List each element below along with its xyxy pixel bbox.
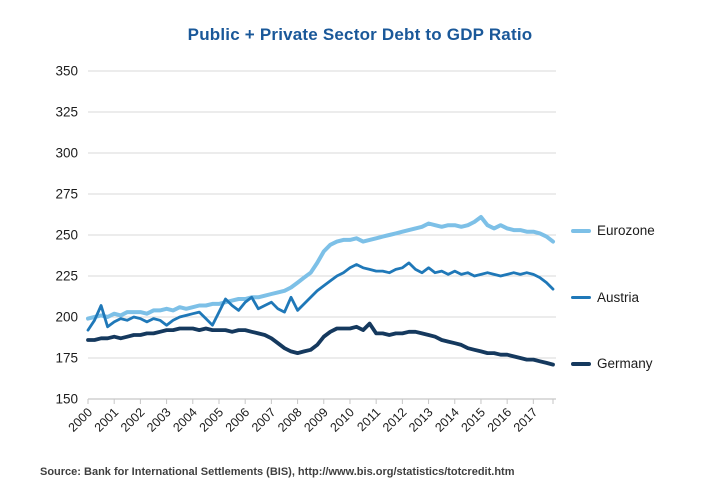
x-tick-label: 2004 [170, 405, 200, 435]
x-tick-label: 2012 [380, 405, 410, 435]
y-tick-label: 300 [55, 146, 78, 161]
y-tick-label: 275 [55, 187, 78, 202]
legend-label-austria: Austria [597, 290, 640, 305]
source-note: Source: Bank for International Settlemen… [40, 466, 515, 478]
x-tick-label: 2011 [354, 405, 383, 434]
x-tick-label: 2009 [301, 405, 331, 435]
y-tick-label: 225 [55, 269, 78, 284]
chart-title: Public + Private Sector Debt to GDP Rati… [187, 25, 533, 44]
x-tick-label: 2006 [223, 405, 253, 435]
x-tick-label: 2016 [485, 405, 515, 435]
y-tick-label: 350 [55, 64, 78, 79]
series-line-eurozone [86, 215, 555, 321]
x-tick-label: 2010 [328, 405, 358, 435]
legend-label-germany: Germany [597, 356, 653, 371]
series-line-austria [86, 261, 555, 332]
x-tick-label: 2008 [275, 405, 305, 435]
legend-item-austria: Austria [571, 290, 639, 305]
x-tick-label: 2013 [406, 405, 436, 435]
y-tick-label: 325 [55, 105, 78, 120]
legend-item-germany: Germany [571, 356, 653, 371]
y-tick-label: 250 [55, 228, 78, 243]
legend-item-eurozone: Eurozone [571, 223, 655, 238]
x-tick-label: 2003 [144, 405, 174, 435]
legend-label-eurozone: Eurozone [597, 223, 655, 238]
y-tick-label: 175 [55, 351, 78, 366]
x-tick-label: 2001 [92, 405, 122, 435]
austria-line-swatch [571, 296, 591, 299]
x-tick-label: 2000 [66, 405, 96, 435]
x-tick-label: 2005 [197, 405, 227, 435]
y-tick-label: 200 [55, 310, 78, 325]
x-tick-label: 2017 [511, 405, 541, 435]
x-tick-label: 2014 [432, 405, 462, 435]
series-line-germany [86, 321, 555, 367]
x-tick-label: 2007 [249, 405, 279, 435]
eurozone-line-swatch [571, 228, 591, 233]
germany-line-swatch [571, 361, 591, 366]
x-tick-label: 2015 [459, 405, 489, 435]
x-tick-label: 2002 [118, 405, 148, 435]
y-tick-label: 150 [55, 392, 78, 407]
